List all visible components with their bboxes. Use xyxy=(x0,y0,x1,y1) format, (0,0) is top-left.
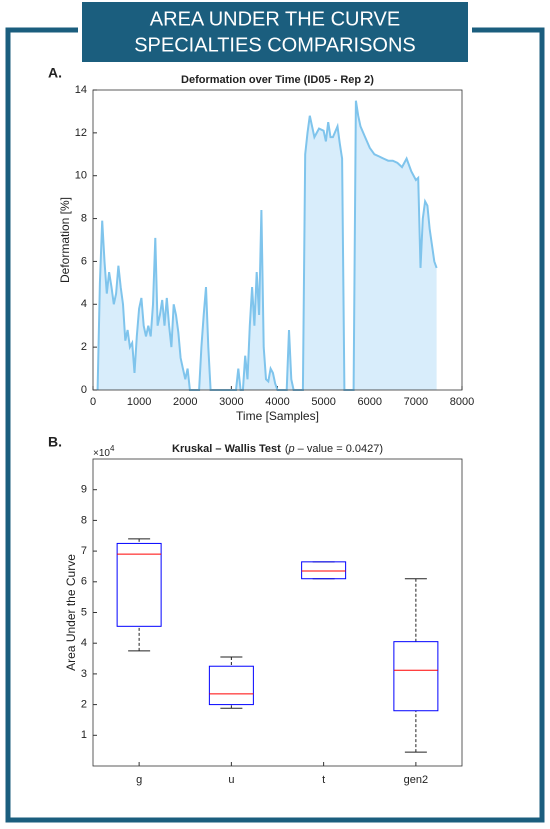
y-tick-label: 4 xyxy=(81,637,87,649)
y-tick-label: 6 xyxy=(81,576,87,588)
x-tick-label: 7000 xyxy=(404,396,428,408)
x-tick-label: t xyxy=(322,774,325,786)
axes-box xyxy=(92,458,463,767)
y-tick-label: 14 xyxy=(75,84,87,96)
area-fill xyxy=(97,100,437,390)
y-tick-label: 7 xyxy=(81,545,87,557)
panel-label: B. xyxy=(48,434,62,450)
y-tick-label: 8 xyxy=(81,212,87,224)
x-tick-label: 2000 xyxy=(173,396,197,408)
box xyxy=(208,665,254,706)
x-tick-label: 6000 xyxy=(358,396,382,408)
multiplier-base: ×10 xyxy=(93,448,110,459)
y-axis-label: Deformation [%] xyxy=(58,197,72,283)
chart-title: Deformation over Time (ID05 - Rep 2) xyxy=(181,74,374,86)
x-tick-label: 4000 xyxy=(265,396,289,408)
y-tick-label: 3 xyxy=(81,668,87,680)
header-title: SPECIALTIES COMPARISONS xyxy=(134,34,416,56)
line xyxy=(96,100,438,391)
box xyxy=(116,542,162,627)
x-tick-label: g xyxy=(136,774,142,786)
y-tick-label: 6 xyxy=(81,255,87,267)
panel-label: A. xyxy=(48,65,62,81)
x-tick-label: 5000 xyxy=(311,396,335,408)
y-tick-label: 2 xyxy=(81,699,87,711)
y-tick-label: 9 xyxy=(81,484,87,496)
title-part: Kruskal – Wallis Test xyxy=(172,443,281,455)
x-tick-label: 0 xyxy=(90,396,96,408)
box xyxy=(301,561,347,580)
title-part: – value = 0.0427) xyxy=(295,443,383,455)
title-part: ( xyxy=(285,443,289,455)
axis-multiplier: ×104 xyxy=(93,444,115,459)
chart-title: Kruskal – Wallis Test (p – value = 0.0427… xyxy=(172,443,383,455)
x-tick-label: u xyxy=(228,774,234,786)
title-part: p xyxy=(288,443,295,455)
y-tick-label: 10 xyxy=(75,170,87,182)
y-tick-label: 0 xyxy=(81,384,87,396)
x-tick-label: 1000 xyxy=(127,396,151,408)
y-axis-label: Area Under the Curve xyxy=(64,554,78,671)
x-tick-label: 8000 xyxy=(450,396,474,408)
x-tick-label: gen2 xyxy=(404,774,428,786)
x-axis-label: Time [Samples] xyxy=(236,409,319,423)
banner xyxy=(82,2,468,62)
y-tick-label: 12 xyxy=(75,127,87,139)
y-tick-label: 2 xyxy=(81,341,87,353)
axes-box xyxy=(92,89,463,391)
y-tick-label: 4 xyxy=(81,298,87,310)
box xyxy=(393,641,439,712)
y-tick-label: 1 xyxy=(81,729,87,741)
header-title: AREA UNDER THE CURVE xyxy=(150,8,400,30)
y-tick-label: 8 xyxy=(81,514,87,526)
y-tick-label: 5 xyxy=(81,606,87,618)
x-tick-label: 3000 xyxy=(219,396,243,408)
multiplier-exp: 4 xyxy=(110,444,115,453)
